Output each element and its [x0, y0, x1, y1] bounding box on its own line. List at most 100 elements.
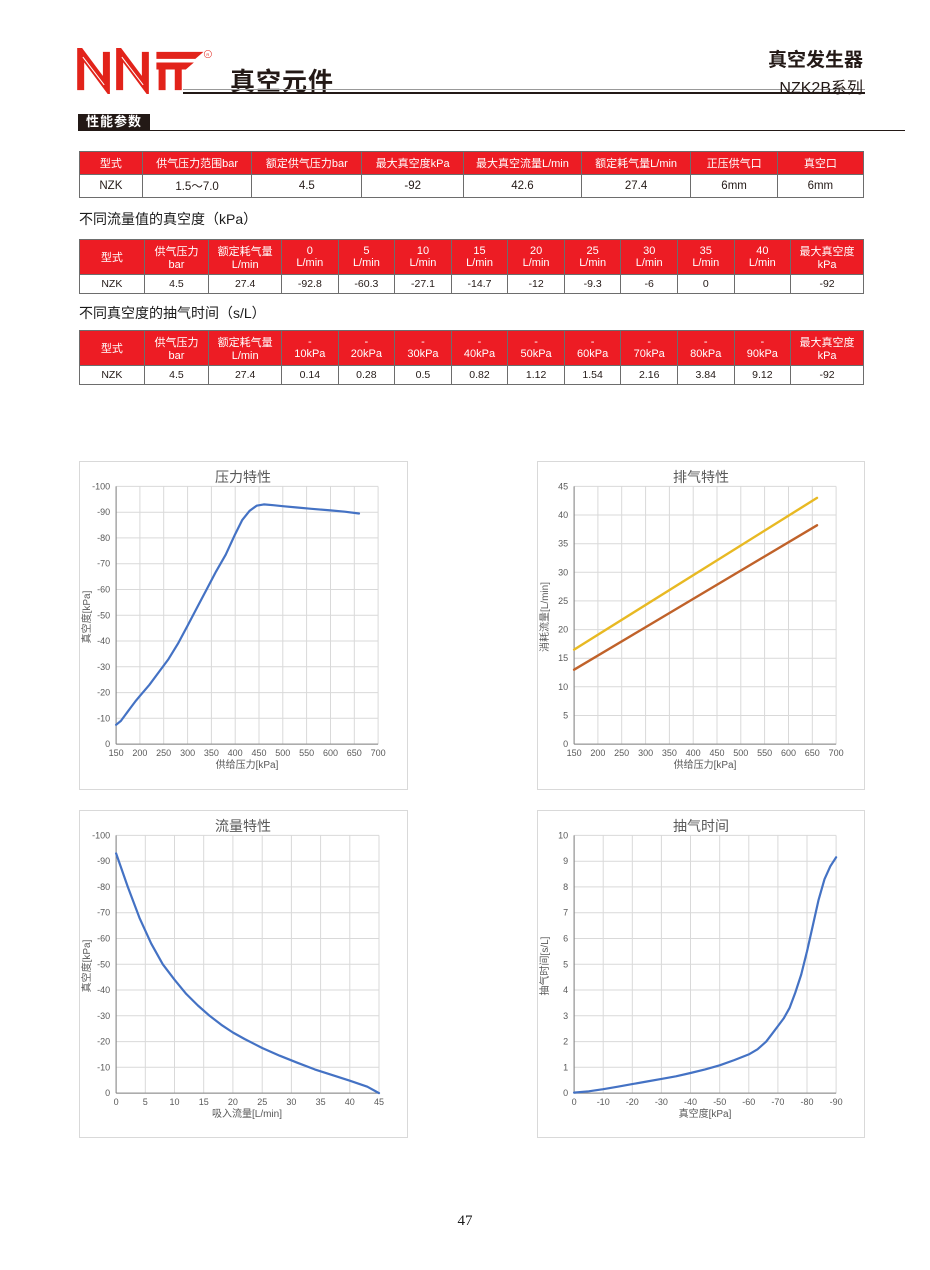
svg-text:-70: -70: [97, 559, 110, 569]
svg-text:-30: -30: [655, 1097, 668, 1107]
svg-text:压力特性: 压力特性: [215, 469, 271, 485]
svg-text:0: 0: [572, 1097, 577, 1107]
svg-text:-80: -80: [800, 1097, 813, 1107]
svg-text:550: 550: [757, 748, 772, 758]
svg-text:-30: -30: [97, 662, 110, 672]
svg-text:抽气时间: 抽气时间: [673, 818, 729, 834]
svg-text:700: 700: [829, 748, 844, 758]
svg-text:550: 550: [299, 748, 314, 758]
svg-text:45: 45: [558, 481, 568, 491]
svg-text:-70: -70: [97, 908, 110, 918]
svg-text:抽气时间[s/L]: 抽气时间[s/L]: [538, 936, 551, 995]
svg-text:650: 650: [347, 748, 362, 758]
svg-text:700: 700: [371, 748, 386, 758]
svg-text:0: 0: [114, 1097, 119, 1107]
svg-text:35: 35: [558, 539, 568, 549]
svg-text:0: 0: [563, 739, 568, 749]
svg-text:5: 5: [563, 959, 568, 969]
svg-text:-100: -100: [92, 830, 110, 840]
svg-text:5: 5: [563, 711, 568, 721]
svg-text:150: 150: [567, 748, 582, 758]
svg-text:-30: -30: [97, 1011, 110, 1021]
svg-text:10: 10: [558, 830, 568, 840]
svg-text:350: 350: [662, 748, 677, 758]
svg-text:35: 35: [316, 1097, 326, 1107]
svg-text:650: 650: [805, 748, 820, 758]
svg-text:-50: -50: [97, 959, 110, 969]
svg-text:-10: -10: [597, 1097, 610, 1107]
svg-text:-80: -80: [97, 533, 110, 543]
svg-text:40: 40: [345, 1097, 355, 1107]
svg-text:15: 15: [199, 1097, 209, 1107]
svg-text:-10: -10: [97, 713, 110, 723]
svg-text:15: 15: [558, 653, 568, 663]
svg-text:9: 9: [563, 856, 568, 866]
svg-text:25: 25: [558, 596, 568, 606]
svg-text:10: 10: [558, 682, 568, 692]
svg-text:-20: -20: [97, 688, 110, 698]
svg-text:-90: -90: [830, 1097, 843, 1107]
svg-text:供给压力[kPa]: 供给压力[kPa]: [674, 758, 737, 771]
svg-text:450: 450: [709, 748, 724, 758]
svg-text:20: 20: [228, 1097, 238, 1107]
svg-text:-40: -40: [684, 1097, 697, 1107]
svg-text:300: 300: [180, 748, 195, 758]
svg-text:1: 1: [563, 1062, 568, 1072]
svg-text:-40: -40: [97, 985, 110, 995]
svg-text:7: 7: [563, 908, 568, 918]
svg-text:4: 4: [563, 985, 568, 995]
svg-text:-40: -40: [97, 636, 110, 646]
svg-text:350: 350: [204, 748, 219, 758]
svg-text:40: 40: [558, 510, 568, 520]
svg-text:400: 400: [686, 748, 701, 758]
svg-text:3: 3: [563, 1011, 568, 1021]
svg-text:0: 0: [563, 1088, 568, 1098]
svg-text:10: 10: [169, 1097, 179, 1107]
svg-text:500: 500: [733, 748, 748, 758]
svg-text:-50: -50: [97, 610, 110, 620]
svg-text:-90: -90: [97, 856, 110, 866]
svg-text:8: 8: [563, 882, 568, 892]
svg-text:0: 0: [105, 739, 110, 749]
svg-text:200: 200: [590, 748, 605, 758]
svg-text:600: 600: [781, 748, 796, 758]
svg-text:5: 5: [143, 1097, 148, 1107]
svg-text:150: 150: [109, 748, 124, 758]
svg-text:0: 0: [105, 1088, 110, 1098]
svg-text:6: 6: [563, 934, 568, 944]
svg-text:供给压力[kPa]: 供给压力[kPa]: [216, 758, 279, 771]
svg-text:-80: -80: [97, 882, 110, 892]
svg-text:真空度[kPa]: 真空度[kPa]: [80, 590, 93, 643]
svg-text:-60: -60: [97, 585, 110, 595]
svg-text:20: 20: [558, 625, 568, 635]
svg-text:流量特性: 流量特性: [215, 818, 271, 834]
svg-text:45: 45: [374, 1097, 384, 1107]
svg-text:消耗流量[L/min]: 消耗流量[L/min]: [538, 582, 551, 652]
svg-text:-60: -60: [97, 934, 110, 944]
svg-text:25: 25: [257, 1097, 267, 1107]
svg-text:R: R: [206, 52, 209, 57]
svg-text:2: 2: [563, 1037, 568, 1047]
svg-text:300: 300: [638, 748, 653, 758]
svg-text:400: 400: [228, 748, 243, 758]
svg-text:吸入流量[L/min]: 吸入流量[L/min]: [212, 1107, 282, 1120]
svg-text:600: 600: [323, 748, 338, 758]
svg-text:250: 250: [614, 748, 629, 758]
svg-text:-60: -60: [742, 1097, 755, 1107]
svg-text:30: 30: [558, 567, 568, 577]
svg-text:排气特性: 排气特性: [673, 469, 729, 485]
svg-text:200: 200: [132, 748, 147, 758]
svg-text:30: 30: [286, 1097, 296, 1107]
svg-text:真空度[kPa]: 真空度[kPa]: [80, 939, 93, 992]
svg-text:-100: -100: [92, 481, 110, 491]
svg-text:-70: -70: [771, 1097, 784, 1107]
svg-text:-10: -10: [97, 1062, 110, 1072]
svg-text:-20: -20: [626, 1097, 639, 1107]
svg-text:-90: -90: [97, 507, 110, 517]
svg-text:250: 250: [156, 748, 171, 758]
svg-text:-50: -50: [713, 1097, 726, 1107]
svg-text:真空度[kPa]: 真空度[kPa]: [679, 1107, 732, 1120]
svg-text:500: 500: [275, 748, 290, 758]
svg-text:450: 450: [251, 748, 266, 758]
svg-text:-20: -20: [97, 1037, 110, 1047]
